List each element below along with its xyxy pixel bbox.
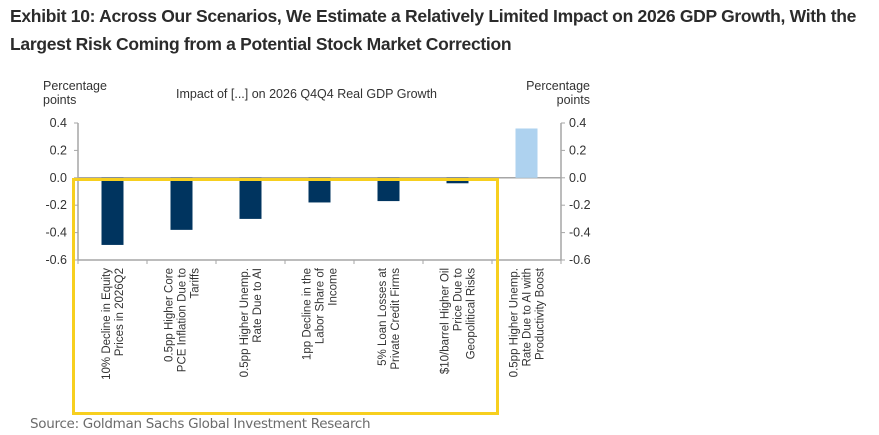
right-y-tick-label: -0.2 <box>569 198 591 212</box>
category-label-line: 0.5pp Higher Unemp. <box>509 268 521 377</box>
category-label-line: Rate Due to AI <box>252 268 264 343</box>
bar-3 <box>239 177 262 219</box>
category-labels: 10% Decline in Equity Prices in 2026Q2 0.5… <box>101 267 547 380</box>
exhibit-title: Exhibit 10: Across Our Scenarios, We Est… <box>10 6 857 54</box>
left-axis-label-line2: points <box>43 93 76 107</box>
category-label-line: 5% Loan Losses at <box>377 267 389 366</box>
category-label-1: 10% Decline in Equity Prices in 2026Q2 <box>101 268 126 380</box>
right-axis-label-line2: points <box>557 93 590 107</box>
bar-6 <box>446 177 469 184</box>
category-label-line: PCE Inflation Due to <box>177 268 189 372</box>
left-y-tick-label: 0.4 <box>50 116 67 130</box>
category-label-line: Labor Share of <box>315 267 327 344</box>
category-label-line: 10% Decline in Equity <box>101 268 113 380</box>
left-y-tick-label: 0.2 <box>50 143 67 157</box>
right-axis-label-line1: Percentage <box>526 79 590 93</box>
tick-labels: 0.4 0.4 0.2 0.2 0.0 0.0 -0.2 -0.2 -0.4 -0.4 -0.6 -0… <box>45 116 590 267</box>
category-label-7: 0.5pp Higher Unemp. Rate Due to AI with Pr… <box>509 267 547 377</box>
category-label-line: 0.5pp Higher Core <box>164 268 176 362</box>
category-label-line: $10/barrel Higher Oil <box>440 268 452 374</box>
left-y-tick-label: 0.0 <box>50 171 67 185</box>
right-y-tick-label: -0.4 <box>569 226 591 240</box>
category-label-line: Productivity Boost <box>535 267 547 360</box>
category-label-line: Prices in 2026Q2 <box>114 268 126 356</box>
category-label-line: Rate Due to AI with <box>522 268 534 366</box>
category-label-line: 0.5pp Higher Unemp. <box>239 268 251 377</box>
chart-title: Impact of [...] on 2026 Q4Q4 Real GDP Gr… <box>176 87 437 101</box>
left-y-tick-label: -0.2 <box>45 198 67 212</box>
bars <box>101 128 538 245</box>
left-y-tick-label: -0.4 <box>45 226 67 240</box>
bar-4 <box>308 177 331 203</box>
category-label-2: 0.5pp Higher Core PCE Inflation Due to Tar… <box>164 268 202 372</box>
left-axis-label-line1: Percentage <box>43 79 107 93</box>
source-note: Source: Goldman Sachs Global Investment … <box>30 416 371 432</box>
category-label-5: 5% Loan Losses at Private Credit Firms <box>377 267 402 369</box>
bar-7 <box>515 128 538 178</box>
category-label-line: 1pp Decline in the <box>302 268 314 360</box>
right-y-tick-label: 0.0 <box>569 171 586 185</box>
right-y-tick-label: 0.2 <box>569 143 586 157</box>
left-y-tick-label: -0.6 <box>45 253 67 267</box>
category-label-line: Income <box>328 268 340 306</box>
category-label-line: Price Due to <box>453 268 465 331</box>
category-label-line: Geopolitical Risks <box>466 268 478 360</box>
bar-2 <box>170 177 193 230</box>
category-label-4: 1pp Decline in the Labor Share of Income <box>302 267 340 360</box>
category-label-6: $10/barrel Higher Oil Price Due to Geopoli… <box>440 268 478 374</box>
right-y-tick-label: 0.4 <box>569 116 586 130</box>
category-label-3: 0.5pp Higher Unemp. Rate Due to AI <box>239 268 264 377</box>
bar-1 <box>101 177 124 245</box>
category-label-line: Private Credit Firms <box>390 268 402 370</box>
bar-5 <box>377 177 400 202</box>
category-label-line: Tariffs <box>190 268 202 299</box>
right-y-tick-label: -0.6 <box>569 253 591 267</box>
